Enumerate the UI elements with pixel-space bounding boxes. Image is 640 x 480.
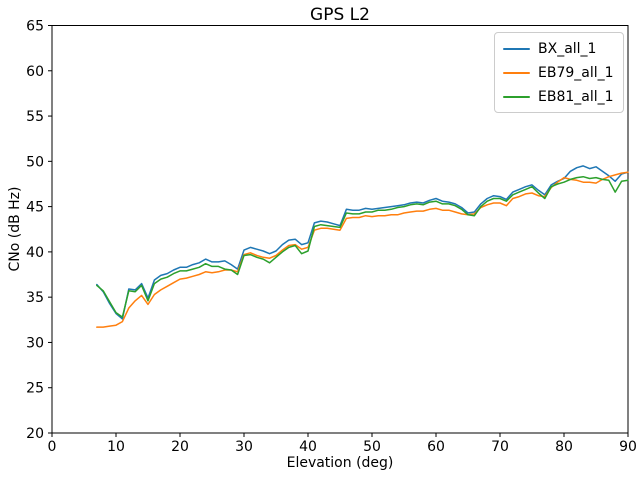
legend-label: EB79_all_1	[538, 64, 614, 81]
plot-border	[51, 25, 629, 434]
x-tick-label: 30	[235, 439, 253, 455]
y-tick-label: 30	[26, 335, 44, 351]
y-tick-label: 65	[26, 19, 44, 35]
legend-item-EB81_all_1: EB81_all_1	[503, 89, 615, 104]
legend-label: EB81_all_1	[538, 88, 614, 105]
y-tick-label: 20	[26, 426, 44, 442]
y-tick-label: 50	[26, 154, 44, 170]
y-tick-label: 40	[26, 245, 44, 261]
series-line-EB79_all_1	[96, 171, 629, 328]
y-tick-label: 35	[26, 290, 44, 306]
x-tick-label: 90	[619, 439, 637, 455]
chart-title: GPS L2	[310, 5, 370, 25]
y-tick-label: 25	[26, 381, 44, 397]
x-tick-label: 80	[555, 439, 573, 455]
x-tick-label: 10	[107, 439, 125, 455]
x-tick-label: 60	[427, 439, 445, 455]
x-tick-label: 40	[299, 439, 317, 455]
y-tick-label: 55	[26, 109, 44, 125]
legend-line-swatch	[503, 95, 530, 98]
legend-item-BX_all_1: BX_all_1	[503, 41, 615, 56]
legend-label: BX_all_1	[538, 40, 597, 57]
x-tick-label: 20	[171, 439, 189, 455]
series-line-EB81_all_1	[96, 175, 629, 318]
x-tick-label: 70	[491, 439, 509, 455]
legend-item-EB79_all_1: EB79_all_1	[503, 65, 615, 80]
x-tick-label: 50	[363, 439, 381, 455]
legend-line-swatch	[503, 71, 530, 74]
legend: BX_all_1 EB79_all_1 EB81_all_1	[494, 32, 624, 113]
y-tick-label: 45	[26, 200, 44, 216]
x-axis-label: Elevation (deg)	[286, 455, 394, 471]
y-tick-label: 60	[26, 64, 44, 80]
series-line-BX_all_1	[96, 165, 629, 320]
legend-line-swatch	[503, 47, 530, 50]
x-tick-label: 0	[48, 439, 57, 455]
